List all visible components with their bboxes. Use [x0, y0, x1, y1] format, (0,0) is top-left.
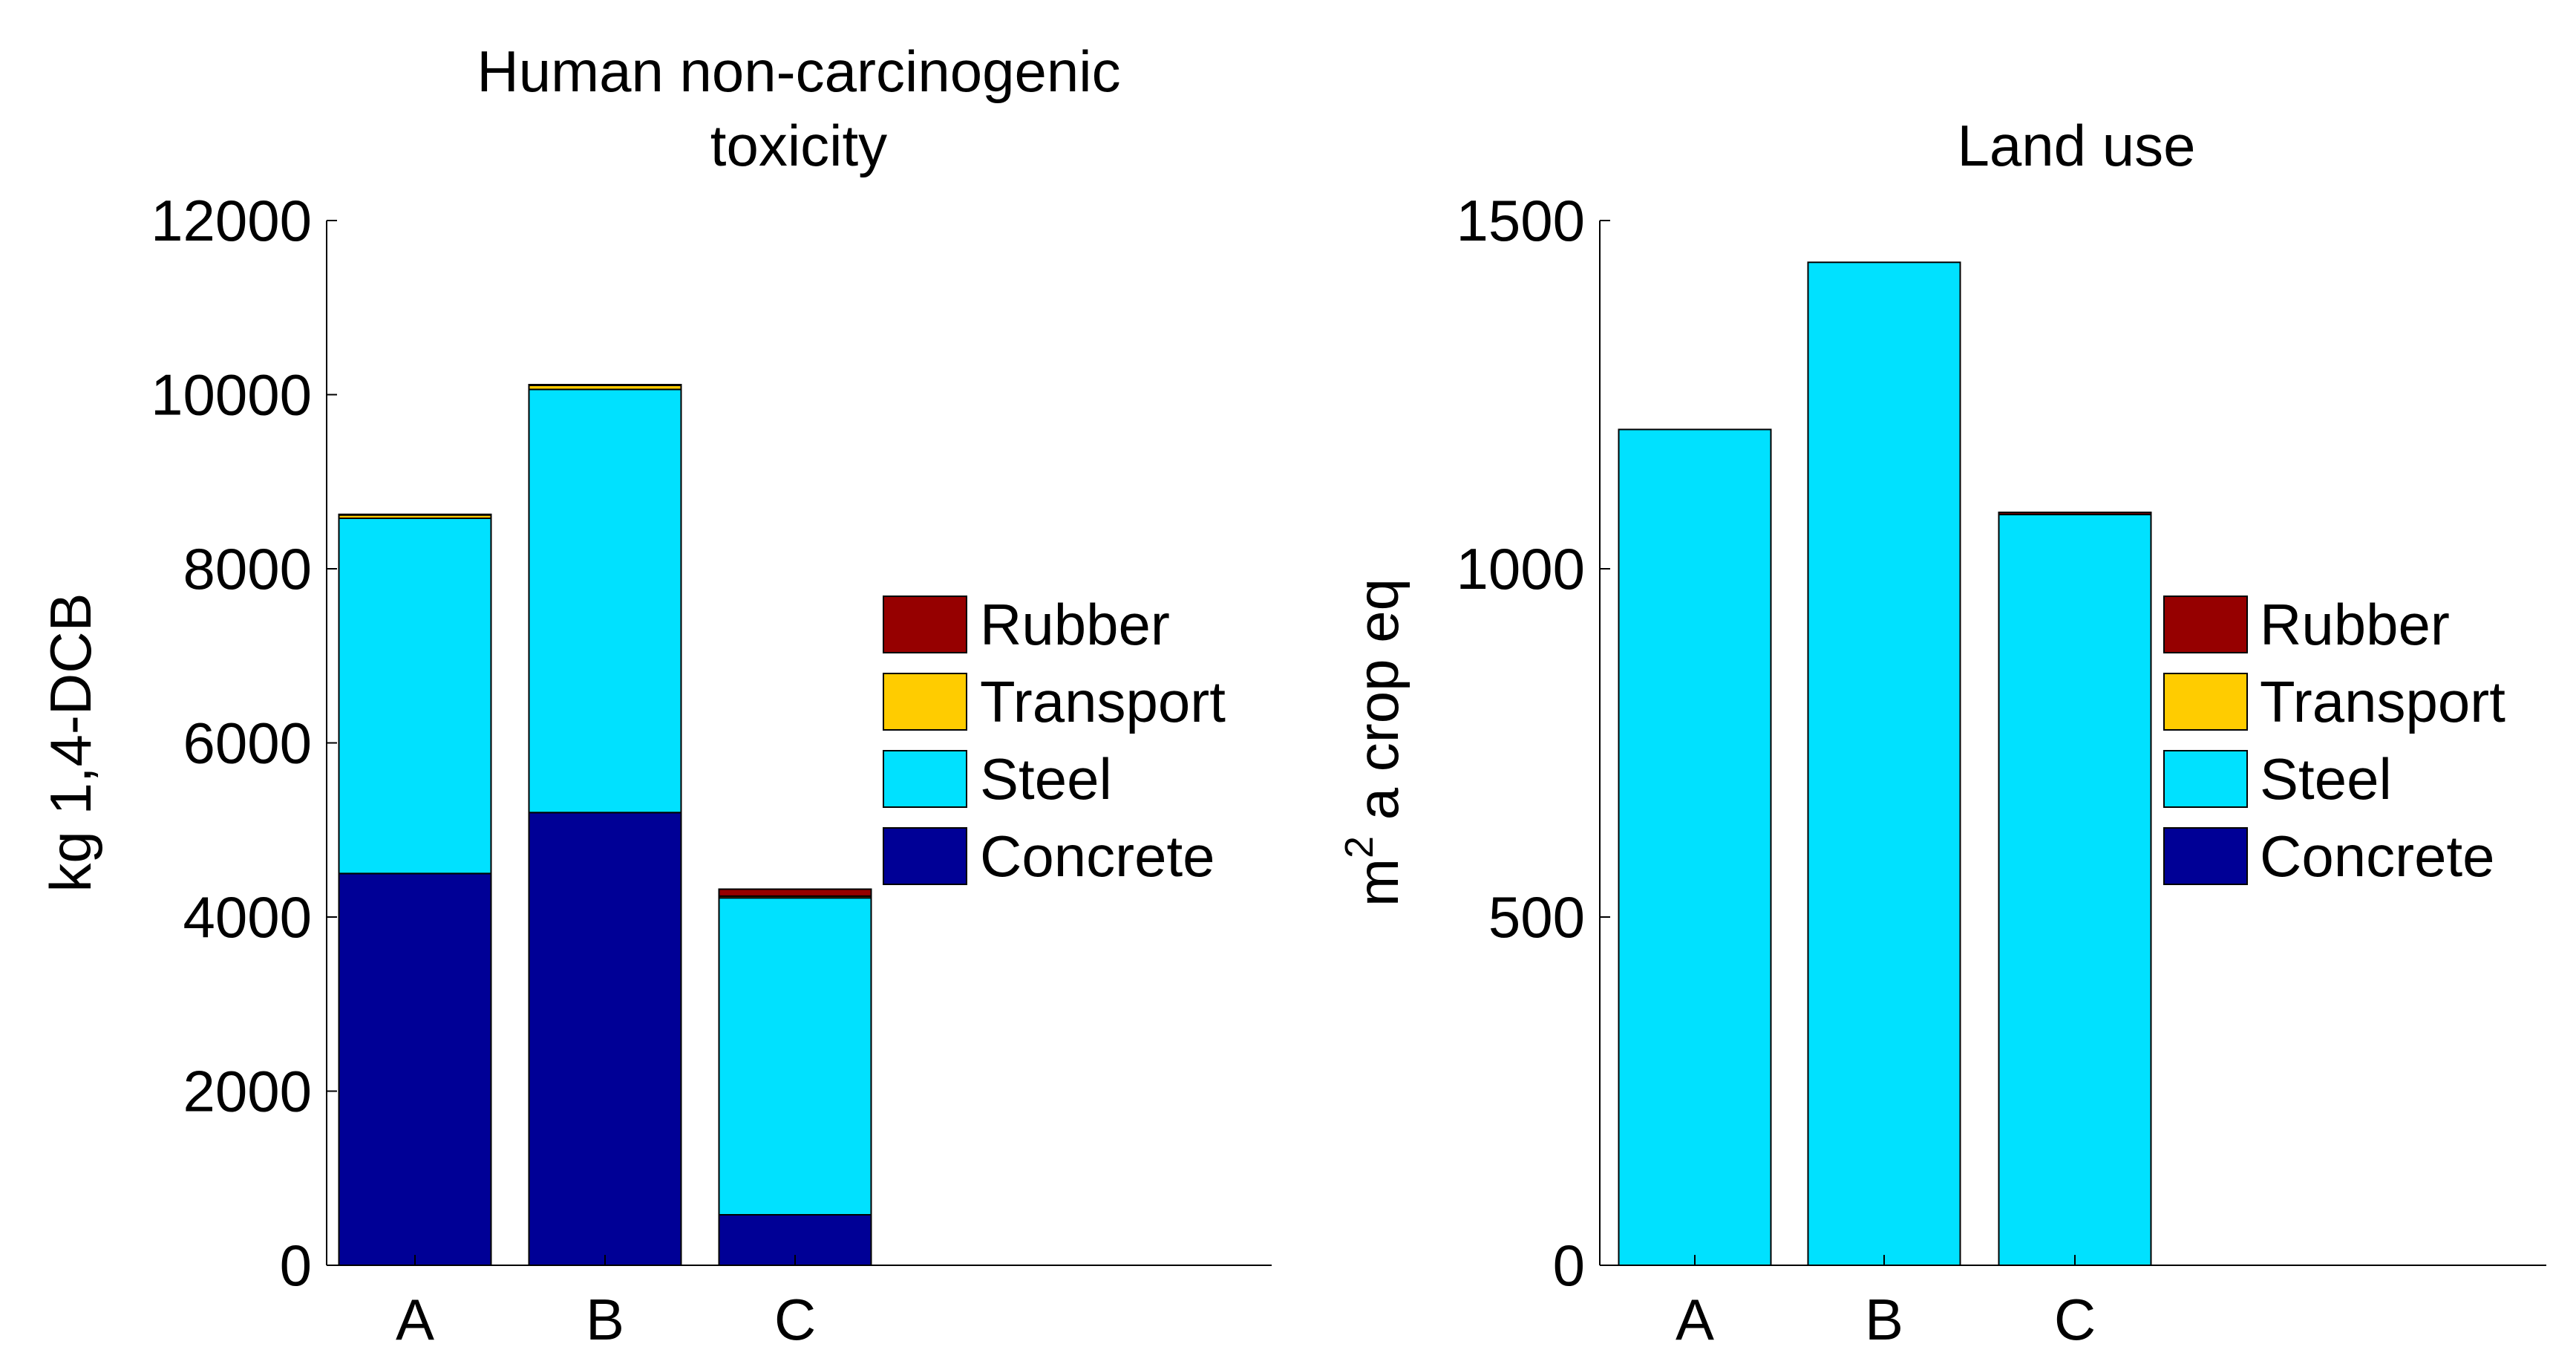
land-use-chart: 0 500 1000 1500 A B C Land use m2 a crop eq Rubbe…: [1337, 113, 2546, 1352]
legend-label-rubber: Rubber: [980, 592, 1170, 657]
y-tick-label: 12000: [151, 188, 312, 253]
x-tick-label: A: [1676, 1287, 1714, 1352]
legend-label-rubber: Rubber: [2260, 592, 2450, 657]
bar-steel-a: [338, 517, 492, 875]
chart-title: toxicity: [710, 113, 887, 178]
legend-swatch-steel: [2163, 750, 2248, 808]
y-tick-label: 0: [280, 1233, 312, 1298]
y-tick-label: 4000: [183, 884, 312, 950]
y-tick-label: 8000: [183, 536, 312, 601]
legend-label-concrete: Concrete: [2260, 823, 2495, 889]
legend-swatch-steel: [883, 750, 967, 808]
x-tick-label: B: [1865, 1287, 1903, 1352]
legend-swatch-concrete: [883, 827, 967, 885]
y-tick-label: 0: [1553, 1233, 1585, 1298]
x-tick-label: C: [774, 1287, 816, 1352]
bar-steel-c: [718, 897, 872, 1216]
y-tick-label: 2000: [183, 1059, 312, 1124]
legend-label-transport: Transport: [2260, 669, 2505, 734]
toxicity-chart: 0 2000 4000 6000 8000 10000 12000 A B C Human non-…: [38, 39, 1272, 1352]
chart-title: Land use: [1958, 113, 2196, 178]
legend-swatch-concrete: [2163, 827, 2248, 885]
y-tick-label: 10000: [151, 362, 312, 428]
y-axis-label-base: m: [1345, 858, 1410, 907]
y-axis-label: m2 a crop eq: [1337, 578, 1410, 907]
y-tick-label: 1500: [1456, 188, 1585, 253]
legend-swatch-rubber: [883, 596, 967, 653]
legend-label-concrete: Concrete: [980, 823, 1215, 889]
legend-swatch-rubber: [2163, 596, 2248, 653]
x-tick-label: C: [2054, 1287, 2096, 1352]
bar-steel-b: [528, 388, 682, 814]
legend-swatch-transport: [2163, 673, 2248, 731]
y-axis-label: kg 1,4-DCB: [38, 593, 103, 892]
chart-title: Human non-carcinogenic: [477, 39, 1120, 104]
x-tick-label: B: [586, 1287, 624, 1352]
bar-steel-c: [1998, 513, 2152, 1266]
y-axis-label-superscript: 2: [1337, 836, 1382, 858]
bar-concrete-a: [338, 872, 492, 1266]
bar-steel-b: [1807, 261, 1961, 1266]
legend-swatch-transport: [883, 673, 967, 731]
bar-rubber-c: [718, 888, 872, 897]
legend-label-steel: Steel: [2260, 746, 2392, 812]
bar-steel-a: [1618, 428, 1772, 1266]
y-tick-label: 500: [1488, 884, 1585, 950]
legend-label-transport: Transport: [980, 669, 1226, 734]
y-tick-label: 6000: [183, 711, 312, 776]
y-axis-label-rest: a crop eq: [1345, 578, 1410, 836]
bar-concrete-b: [528, 812, 682, 1267]
x-tick-label: A: [396, 1287, 434, 1352]
legend-label-steel: Steel: [980, 746, 1112, 812]
bar-rubber-c: [1998, 512, 2152, 515]
y-tick-label: 1000: [1456, 536, 1585, 601]
